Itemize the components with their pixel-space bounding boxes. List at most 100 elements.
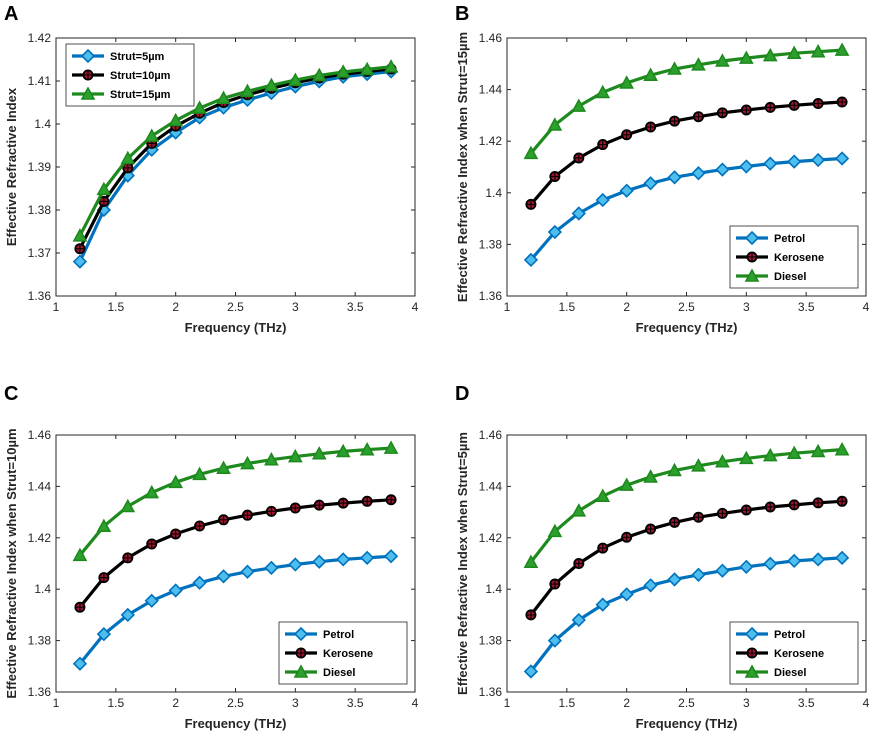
data-point (739, 559, 754, 574)
data-point-shape (810, 443, 826, 458)
data-point (72, 656, 88, 671)
data-point (74, 601, 86, 613)
y-tick-label: 1.38 (479, 634, 503, 648)
data-point (621, 531, 633, 543)
data-point (834, 151, 850, 166)
data-point-shape (216, 90, 231, 104)
y-tick-label: 1.39 (28, 160, 52, 174)
data-point-shape (715, 162, 730, 177)
y-tick-label: 1.4 (485, 582, 502, 596)
data-point-shape (763, 556, 778, 571)
x-tick-label: 1 (504, 696, 511, 710)
data-point (812, 98, 824, 110)
data-point (549, 578, 561, 590)
legend: Petrol Kerosene Diesel (729, 621, 859, 685)
data-point (192, 575, 207, 590)
data-point-shape (96, 627, 111, 642)
data-point (836, 96, 848, 108)
x-tick-label: 3 (743, 696, 750, 710)
legend-entry: Diesel (323, 667, 355, 679)
data-point (288, 557, 303, 572)
legend-swatch-marker-shape (80, 86, 96, 100)
data-point-shape (834, 42, 850, 56)
data-point-shape (547, 117, 563, 131)
x-tick-label: 3.5 (347, 696, 364, 710)
data-point (716, 107, 728, 119)
data-point (337, 497, 349, 509)
data-point-shape (738, 50, 754, 64)
x-tick-label: 3 (292, 300, 299, 314)
series-star (525, 495, 848, 621)
data-point-shape (739, 159, 754, 174)
x-tick-label: 3.5 (798, 300, 815, 314)
data-point (787, 154, 802, 169)
data-point (265, 505, 277, 517)
data-point (72, 547, 88, 562)
data-point (170, 528, 182, 540)
data-point (96, 627, 111, 642)
data-point (621, 129, 633, 141)
data-point (810, 44, 826, 58)
data-point-shape (691, 166, 706, 181)
data-point (168, 112, 184, 127)
data-point (811, 552, 826, 567)
data-point-shape (335, 64, 351, 78)
data-point (715, 162, 730, 177)
data-point-shape (667, 61, 682, 75)
data-point (716, 507, 728, 519)
legend-swatch-marker-shape (80, 48, 96, 64)
y-tick-label: 1.44 (479, 479, 503, 493)
data-point (383, 440, 399, 454)
data-point-shape (738, 450, 754, 465)
data-point-shape (595, 192, 610, 208)
data-point (810, 443, 826, 458)
panel-a: A 1 1.5 2 2.5 3 3.5 4 1.36 1.37 1.38 1.39 1.4 1.41 1.4… (4, 3, 419, 335)
y-tick-label: 1.42 (28, 31, 52, 45)
legend-swatch-marker (744, 664, 760, 678)
data-point-shape (523, 252, 539, 268)
data-point (523, 145, 539, 160)
x-tick-label: 3 (743, 300, 750, 314)
y-tick-label: 1.46 (479, 428, 503, 442)
data-point (216, 90, 231, 104)
data-point-shape (72, 547, 88, 562)
data-point (836, 495, 848, 507)
legend-entry: Petrol (323, 629, 354, 641)
data-point-shape (216, 460, 231, 474)
data-point (218, 514, 230, 526)
x-tick-label: 1.5 (558, 300, 575, 314)
data-point-shape (715, 53, 730, 67)
data-point-shape (144, 484, 160, 499)
y-axis-label: Effective Refractive Index when Strut=10… (4, 428, 19, 698)
x-tick-label: 4 (863, 696, 870, 710)
data-point (595, 488, 611, 502)
data-point-shape (786, 45, 802, 60)
data-point (669, 516, 681, 528)
data-point (335, 443, 351, 458)
data-point-shape (571, 206, 586, 221)
data-point (834, 42, 850, 56)
series-diamond (72, 549, 399, 671)
data-point (595, 597, 610, 612)
data-point (523, 252, 539, 268)
y-axis-label: Effective Refractive Index (4, 87, 19, 246)
data-point-shape (811, 552, 826, 567)
x-tick-label: 4 (412, 300, 419, 314)
x-tick-label: 1 (504, 300, 511, 314)
data-point-shape (311, 446, 327, 460)
legend-swatch-marker (744, 268, 760, 282)
x-tick-label: 4 (863, 300, 870, 314)
data-point-shape (715, 454, 730, 468)
data-point (385, 494, 397, 506)
data-point (311, 446, 327, 460)
data-point-shape (523, 145, 539, 160)
data-point (360, 550, 375, 565)
legend-swatch-marker (293, 664, 309, 678)
legend-swatch-marker (80, 48, 96, 64)
data-point-shape (643, 469, 658, 483)
data-point (383, 549, 399, 564)
legend-entry: Strut=5µm (110, 51, 165, 63)
data-point (715, 53, 730, 67)
data-point-shape (192, 575, 207, 590)
